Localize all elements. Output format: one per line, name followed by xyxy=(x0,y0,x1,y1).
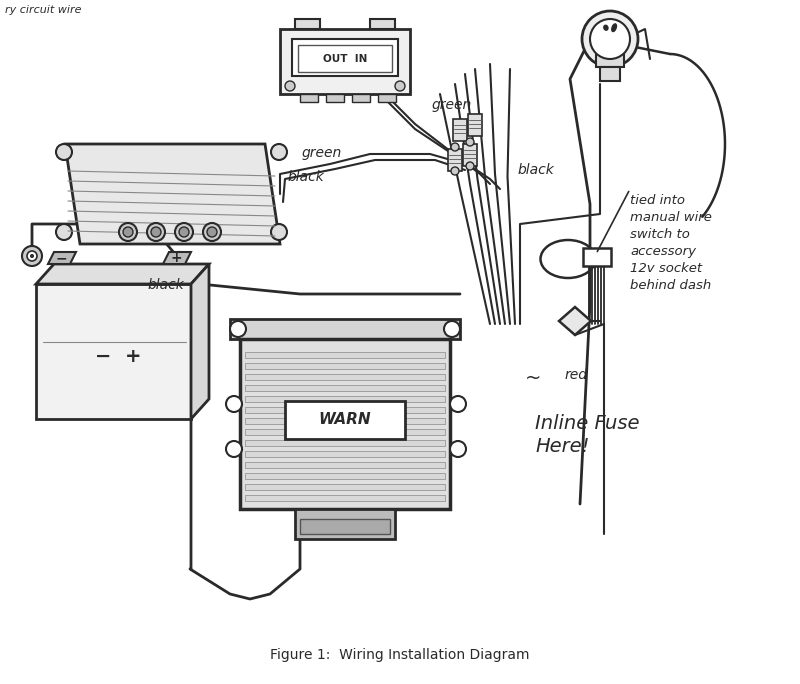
Text: −: − xyxy=(95,347,112,366)
Bar xyxy=(448,149,462,171)
Circle shape xyxy=(226,396,242,412)
Bar xyxy=(245,363,445,369)
Text: black: black xyxy=(518,163,554,177)
Circle shape xyxy=(226,441,242,457)
Bar xyxy=(583,248,611,266)
Text: Figure 1:  Wiring Installation Diagram: Figure 1: Wiring Installation Diagram xyxy=(270,648,530,662)
Circle shape xyxy=(451,167,459,175)
Circle shape xyxy=(590,19,630,59)
Circle shape xyxy=(175,223,193,241)
Bar xyxy=(326,94,344,102)
Text: OUT  IN: OUT IN xyxy=(323,55,367,64)
Bar xyxy=(295,19,320,29)
Text: tied into
manual wire
switch to
accessory
12v socket
behind dash: tied into manual wire switch to accessor… xyxy=(630,194,712,292)
Bar xyxy=(453,119,467,141)
Text: +: + xyxy=(126,347,142,366)
Text: green: green xyxy=(302,146,342,160)
Circle shape xyxy=(271,224,287,240)
Bar xyxy=(292,39,398,76)
Text: green: green xyxy=(432,98,472,112)
Bar xyxy=(300,519,390,534)
Bar xyxy=(245,407,445,413)
Bar xyxy=(245,451,445,457)
Bar xyxy=(245,484,445,490)
Circle shape xyxy=(179,227,189,237)
Text: +: + xyxy=(170,251,182,265)
Bar xyxy=(300,94,318,102)
Bar xyxy=(230,319,460,339)
Text: WARN: WARN xyxy=(318,412,371,428)
Circle shape xyxy=(27,251,37,261)
Polygon shape xyxy=(65,144,280,244)
Polygon shape xyxy=(163,252,191,264)
Ellipse shape xyxy=(612,24,617,31)
Bar xyxy=(245,462,445,468)
Bar xyxy=(370,19,395,29)
Bar xyxy=(285,401,405,439)
Bar xyxy=(36,284,191,419)
Circle shape xyxy=(230,321,246,337)
Circle shape xyxy=(285,81,295,91)
Circle shape xyxy=(56,144,72,160)
Bar xyxy=(280,29,410,94)
Circle shape xyxy=(444,321,460,337)
Circle shape xyxy=(22,246,42,266)
Text: black: black xyxy=(288,170,325,184)
Circle shape xyxy=(30,254,34,258)
Circle shape xyxy=(123,227,133,237)
Bar xyxy=(352,94,370,102)
Circle shape xyxy=(151,227,161,237)
Text: Inline Fuse
Here!: Inline Fuse Here! xyxy=(535,414,639,456)
Polygon shape xyxy=(48,252,76,264)
Bar xyxy=(245,495,445,501)
Circle shape xyxy=(147,223,165,241)
Bar xyxy=(240,339,450,509)
Bar xyxy=(245,374,445,380)
Circle shape xyxy=(450,396,466,412)
Circle shape xyxy=(466,138,474,146)
Bar xyxy=(378,94,396,102)
Circle shape xyxy=(450,441,466,457)
Bar xyxy=(298,45,392,72)
Bar xyxy=(245,429,445,435)
Bar xyxy=(245,385,445,391)
Polygon shape xyxy=(191,264,209,419)
Text: −: − xyxy=(55,251,67,265)
Polygon shape xyxy=(559,307,591,335)
Circle shape xyxy=(207,227,217,237)
Bar xyxy=(245,473,445,479)
Circle shape xyxy=(451,143,459,151)
Text: black: black xyxy=(148,278,185,292)
Bar xyxy=(295,509,395,539)
Circle shape xyxy=(395,81,405,91)
Bar xyxy=(245,440,445,446)
Bar xyxy=(600,67,620,81)
Bar xyxy=(463,144,477,166)
Bar xyxy=(468,114,482,136)
Circle shape xyxy=(203,223,221,241)
Circle shape xyxy=(466,162,474,170)
Text: ry circuit wire: ry circuit wire xyxy=(5,5,82,15)
Bar xyxy=(245,418,445,424)
Ellipse shape xyxy=(604,25,608,30)
Polygon shape xyxy=(36,264,209,284)
Bar xyxy=(245,352,445,358)
Text: red: red xyxy=(565,368,588,382)
Text: ~: ~ xyxy=(525,369,542,388)
Circle shape xyxy=(119,223,137,241)
Circle shape xyxy=(271,144,287,160)
Bar xyxy=(245,396,445,402)
Bar xyxy=(596,49,624,67)
Circle shape xyxy=(56,224,72,240)
Circle shape xyxy=(582,11,638,67)
